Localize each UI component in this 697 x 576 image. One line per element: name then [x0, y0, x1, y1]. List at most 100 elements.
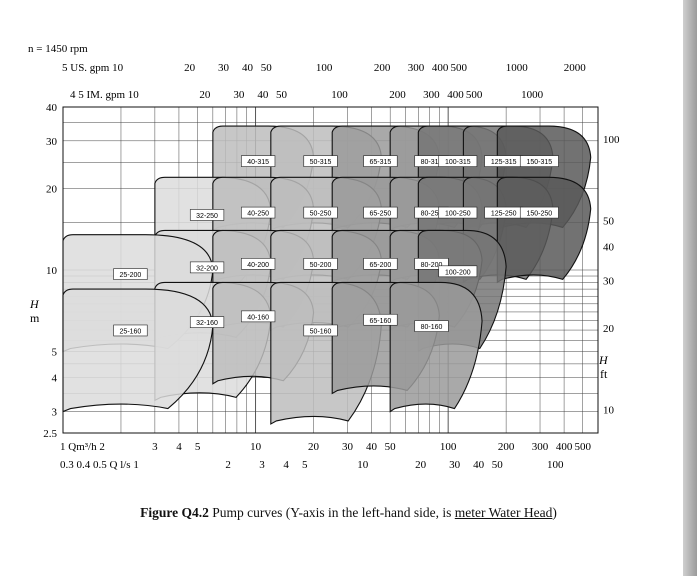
ls-tick: 3 — [259, 459, 265, 471]
flow-ls-ticks: 2 3 4 5 10 20 30 40 50 100 — [225, 459, 564, 471]
pump-label-50-160: 50-160 — [310, 328, 332, 335]
pump-labels: 40-315 50-315 65-315 80-315 100-315 125-315 15… — [113, 155, 559, 337]
speed-label: n = 1450 rpm — [28, 43, 88, 55]
left-tick-label: 40 — [46, 102, 58, 114]
m3h-tick: 30 — [342, 441, 354, 453]
pump-label-box — [241, 206, 276, 219]
pump-label-32-200: 32-200 — [196, 265, 218, 272]
pump-label-32-160: 32-160 — [196, 320, 218, 327]
pump-label-25-160: 25-160 — [120, 328, 142, 335]
ls-tick: 5 — [302, 459, 308, 471]
m3h-tick: 4 — [176, 441, 182, 453]
im-gpm-label: 4 5 IM. gpm 10 — [70, 89, 139, 101]
right-tick-label: 100 — [603, 134, 620, 146]
im-gpm-tick: 200 — [389, 89, 406, 101]
pump-label-65-200: 65-200 — [370, 262, 392, 269]
left-tick-label: 30 — [46, 136, 58, 148]
ls-tick: 2 — [225, 459, 231, 471]
pump-label-box — [113, 324, 148, 337]
m3h-tick: 300 — [532, 441, 549, 453]
pump-label-box — [189, 261, 225, 274]
m3h-tick: 50 — [385, 441, 397, 453]
us-gpm-tick: 50 — [261, 62, 273, 74]
pump-label-box — [241, 258, 276, 270]
caption-underlined: meter Water Head — [454, 505, 553, 520]
m3h-tick: 100 — [440, 441, 457, 453]
pump-label-50-315: 50-315 — [310, 159, 332, 166]
right-axis-h: H — [598, 353, 609, 367]
pump-label-box — [363, 206, 398, 219]
caption-bold: Figure Q4.2 — [140, 505, 209, 520]
im-gpm-tick: 20 — [199, 89, 211, 101]
pump-label-25-200: 25-200 — [120, 272, 142, 279]
pump-label-80-315: 80-315 — [421, 159, 443, 166]
pump-label-50-250: 50-250 — [310, 211, 332, 218]
m3h-tick: 500 — [575, 441, 592, 453]
pump-label-box — [189, 316, 225, 328]
pump-label-box — [241, 310, 276, 323]
flow-m3h-label: 1 Qm³/h 2 — [60, 441, 105, 453]
pump-region-150-250 — [496, 176, 592, 284]
left-tick-label: 2.5 — [43, 428, 57, 440]
us-gpm-tick: 400 — [432, 62, 449, 74]
left-axis-h: H — [29, 297, 40, 311]
ls-tick: 30 — [449, 459, 461, 471]
caption-end: ) — [552, 505, 557, 520]
pump-region-80-160 — [389, 281, 483, 413]
pump-label-box — [438, 155, 478, 167]
right-tick-label: 30 — [603, 276, 615, 288]
pump-label-125-250: 125-250 — [491, 211, 517, 218]
pump-label-box — [241, 155, 276, 167]
pump-label-65-250: 65-250 — [370, 211, 392, 218]
right-tick-label: 40 — [603, 242, 615, 254]
left-tick-label: 5 — [52, 347, 58, 359]
ls-tick: 40 — [473, 459, 485, 471]
us-gpm-tick: 100 — [316, 62, 333, 74]
pump-label-box — [189, 209, 225, 221]
m3h-tick: 3 — [152, 441, 158, 453]
pump-label-box — [414, 320, 449, 332]
ls-tick: 4 — [283, 459, 289, 471]
caption-text: Pump curves (Y-axis in the left-hand sid… — [208, 505, 455, 520]
us-gpm-tick: 2000 — [564, 62, 587, 74]
m3h-tick: 40 — [366, 441, 378, 453]
pump-label-32-250: 32-250 — [196, 213, 218, 220]
pump-label-box — [303, 155, 338, 167]
im-gpm-tick: 40 — [257, 89, 269, 101]
pump-label-65-160: 65-160 — [370, 318, 392, 325]
im-gpm-ticks: 20 30 40 50 100 200 300 400 500 1000 — [199, 89, 543, 101]
pump-label-100-200: 100-200 — [445, 269, 471, 276]
pump-label-box — [438, 206, 478, 219]
im-gpm-tick: 1000 — [521, 89, 544, 101]
pump-label-box — [519, 155, 559, 167]
us-gpm-tick: 30 — [218, 62, 230, 74]
im-gpm-tick: 30 — [233, 89, 245, 101]
m3h-tick: 200 — [498, 441, 515, 453]
pump-label-box — [113, 268, 148, 280]
pump-label-100-250: 100-250 — [445, 211, 471, 218]
pump-label-box — [519, 206, 559, 219]
m3h-tick: 20 — [308, 441, 320, 453]
figure-caption: Figure Q4.2 Pump curves (Y-axis in the l… — [0, 505, 697, 521]
right-axis-ticks: 100 50 40 30 20 10 — [603, 134, 620, 417]
im-gpm-tick: 50 — [276, 89, 288, 101]
pump-label-box — [303, 324, 338, 337]
pump-label-box — [438, 265, 478, 278]
pump-label-box — [303, 206, 338, 219]
us-gpm-tick: 1000 — [506, 62, 529, 74]
pump-label-box — [303, 258, 338, 270]
pump-label-box — [363, 155, 398, 167]
m3h-tick: 400 — [556, 441, 573, 453]
im-gpm-tick: 300 — [423, 89, 440, 101]
right-tick-label: 20 — [603, 323, 615, 335]
us-gpm-tick: 500 — [451, 62, 468, 74]
pump-label-80-160: 80-160 — [421, 324, 443, 331]
pump-label-box — [414, 258, 449, 270]
ls-tick: 10 — [357, 459, 369, 471]
pump-label-40-315: 40-315 — [247, 159, 269, 166]
pump-label-150-315: 150-315 — [526, 159, 552, 166]
right-tick-label: 50 — [603, 215, 615, 227]
pump-label-80-200: 80-200 — [421, 262, 443, 269]
pump-chart: 40-315 50-315 65-315 80-315 100-315 125-315 15… — [28, 43, 620, 471]
us-gpm-tick: 40 — [242, 62, 254, 74]
